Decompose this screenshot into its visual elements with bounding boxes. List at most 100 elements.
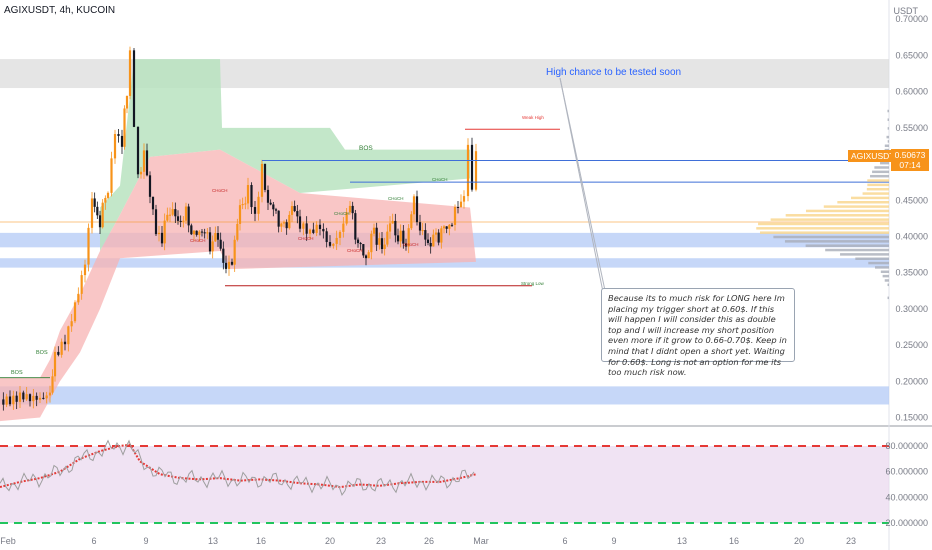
strong-low-label: Strong Low (521, 281, 545, 286)
candle-body (254, 207, 256, 214)
volume-profile-bar (867, 188, 889, 191)
candle-body (22, 393, 24, 400)
candle-body (435, 233, 437, 235)
candle-body (126, 96, 128, 109)
candle-body (16, 396, 18, 402)
candle-body (278, 211, 280, 227)
rsi-tick-label: 40.000000 (885, 492, 928, 502)
volume-profile-bar (837, 201, 889, 204)
candle-body (339, 232, 341, 238)
candle-body (107, 193, 109, 198)
bos-label-top: BOS (359, 145, 373, 152)
candle-body (143, 150, 145, 171)
candle-body (96, 207, 98, 215)
candle-body (267, 190, 269, 203)
candle-body (362, 244, 364, 255)
candle-body (397, 235, 399, 241)
candle-body (376, 228, 378, 245)
volume-profile-bar (872, 171, 889, 174)
candle-body (117, 134, 119, 136)
candle-body (54, 352, 56, 376)
candle-body (209, 232, 211, 251)
volume-profile-bar (863, 192, 889, 195)
candle-body (94, 198, 96, 206)
candle-body (384, 245, 386, 249)
candle-body (201, 232, 203, 233)
candle-body (172, 209, 174, 215)
candle-body (326, 231, 328, 242)
volume-profile-bar (870, 175, 889, 178)
time-tick-label: 6 (562, 536, 567, 546)
candle-body (389, 223, 391, 231)
rsi-panel: 20.000000 40.000000 60.000000 80.000000 (0, 441, 928, 528)
candle-body (250, 185, 252, 207)
price-tick-label: 0.30000 (895, 304, 928, 314)
candle-body (140, 172, 142, 175)
time-tick-label: 6 (91, 536, 96, 546)
candle-body (169, 215, 171, 216)
candle-body (217, 233, 219, 240)
volume-profile-bar (806, 210, 889, 213)
candle-body (234, 240, 236, 265)
choch-label: CHoCH (432, 177, 448, 182)
currency-unit: USDT (894, 6, 919, 16)
last-price-box: 0.50673 07:14 (891, 149, 929, 171)
callout-text[interactable]: High chance to be tested soon (546, 67, 681, 78)
volume-profile-bar (888, 284, 889, 287)
candle-body (87, 228, 89, 265)
candle-body (228, 262, 230, 269)
candle-body (302, 223, 304, 228)
candle-body (312, 230, 314, 233)
candle-body (188, 207, 190, 226)
volume-profile-bar (756, 227, 889, 230)
candle-body (204, 232, 206, 233)
candle-body (236, 224, 238, 240)
candle-body (427, 240, 429, 243)
candle-body (288, 215, 290, 228)
candle-body (275, 209, 277, 210)
candle-body (77, 294, 79, 303)
candle-body (29, 394, 31, 401)
candle-body (329, 242, 331, 246)
candle-body (400, 231, 402, 242)
volume-profile-bar (824, 205, 889, 208)
candle-body (416, 196, 418, 222)
candle-body (296, 211, 298, 216)
candle-body (110, 158, 112, 192)
candle-body (357, 240, 359, 243)
candle-body (182, 221, 184, 222)
candle-body (443, 226, 445, 228)
volume-profile-bar (887, 110, 889, 113)
candle-body (155, 209, 157, 234)
volume-profile-bar (881, 271, 889, 274)
time-tick-label: 20 (794, 536, 804, 546)
time-tick-label: 13 (677, 536, 687, 546)
choch-label: CHoCH (388, 196, 404, 201)
candle-body (467, 145, 469, 196)
volume-profile-bar (885, 145, 889, 148)
candle-body (392, 221, 394, 223)
candle-body (51, 376, 53, 392)
candle-body (12, 396, 14, 405)
candle-body (247, 185, 249, 203)
bar-countdown: 07:14 (891, 160, 929, 170)
analysis-note[interactable]: Because its to much risk for LONG here I… (601, 288, 795, 362)
candle-body (42, 398, 44, 399)
choch-label: CHoCH (190, 238, 206, 243)
candle-body (336, 238, 338, 244)
candle-body (342, 224, 344, 232)
candle-body (166, 215, 168, 221)
candle-body (81, 275, 83, 294)
candle-body (39, 398, 41, 400)
candle-body (57, 352, 59, 355)
candle-body (26, 394, 28, 399)
candle-body (6, 396, 8, 404)
price-tick-label: 0.15000 (895, 413, 928, 423)
candle-body (121, 136, 123, 147)
candle-body (137, 127, 139, 174)
time-tick-label: Mar (473, 536, 489, 546)
candle-body (190, 225, 192, 234)
volume-profile-bar (773, 236, 889, 239)
candle-body (91, 198, 93, 227)
candle-body (180, 221, 182, 222)
